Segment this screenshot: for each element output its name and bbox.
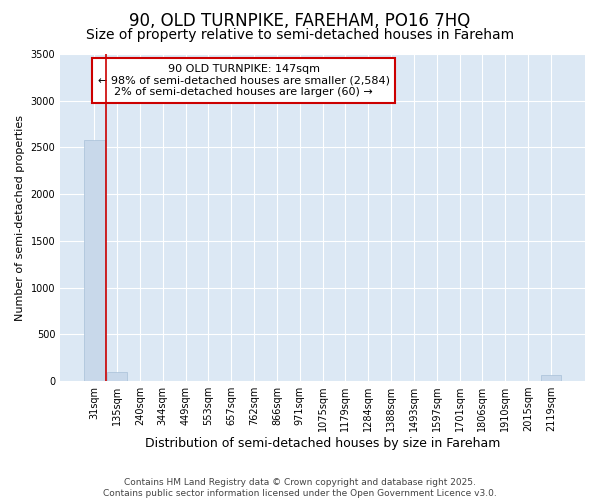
Y-axis label: Number of semi-detached properties: Number of semi-detached properties xyxy=(15,114,25,320)
Text: Size of property relative to semi-detached houses in Fareham: Size of property relative to semi-detach… xyxy=(86,28,514,42)
Bar xyxy=(84,140,104,381)
Bar xyxy=(541,376,561,381)
Text: 90, OLD TURNPIKE, FAREHAM, PO16 7HQ: 90, OLD TURNPIKE, FAREHAM, PO16 7HQ xyxy=(130,12,470,30)
Text: 90 OLD TURNPIKE: 147sqm
← 98% of semi-detached houses are smaller (2,584)
2% of : 90 OLD TURNPIKE: 147sqm ← 98% of semi-de… xyxy=(98,64,390,97)
X-axis label: Distribution of semi-detached houses by size in Fareham: Distribution of semi-detached houses by … xyxy=(145,437,500,450)
Text: Contains HM Land Registry data © Crown copyright and database right 2025.
Contai: Contains HM Land Registry data © Crown c… xyxy=(103,478,497,498)
Bar xyxy=(107,372,127,381)
